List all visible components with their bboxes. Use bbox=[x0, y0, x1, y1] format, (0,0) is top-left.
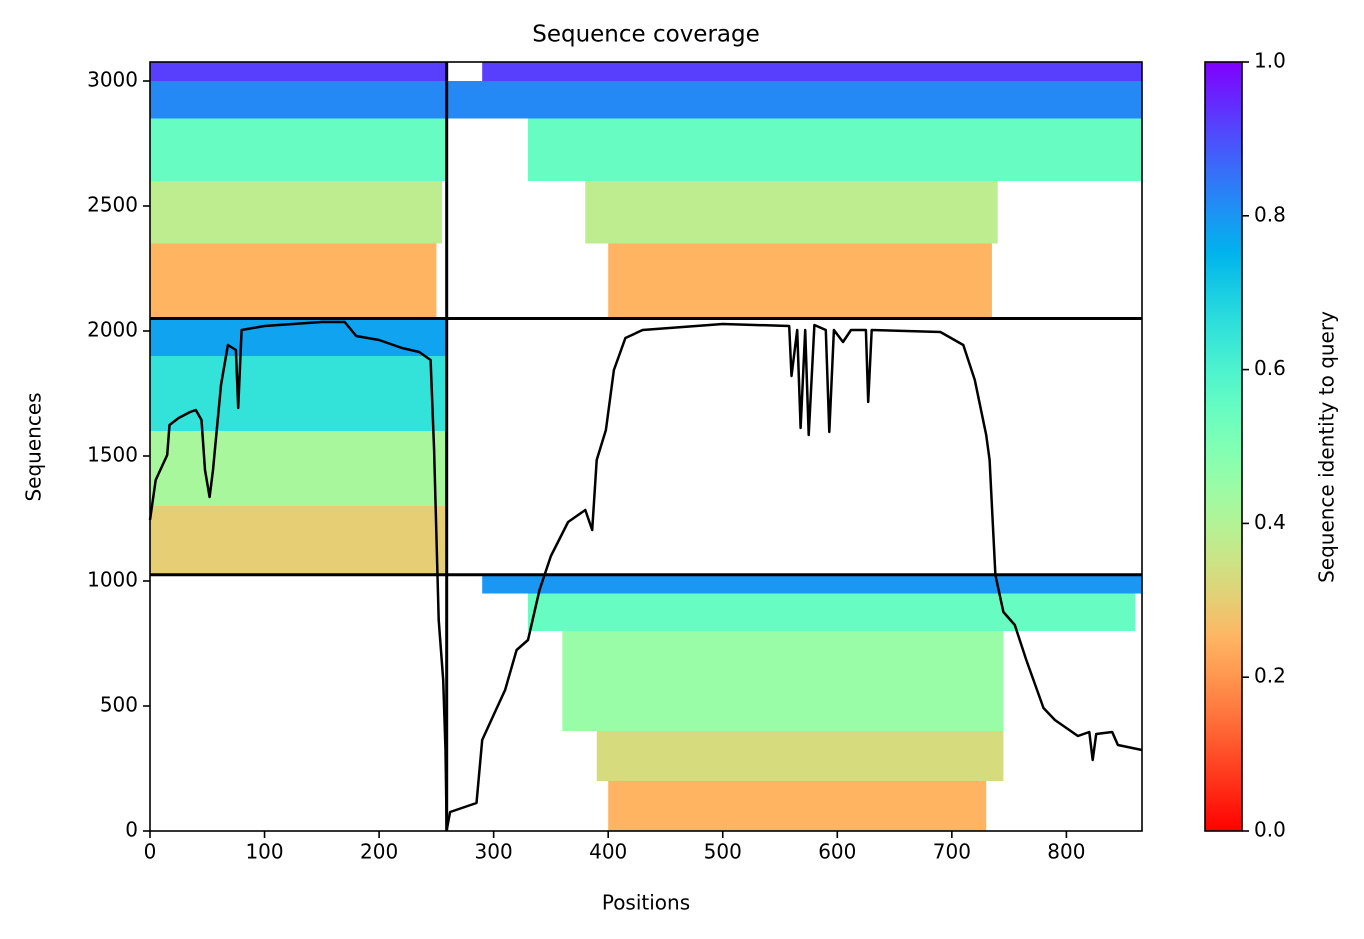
coverage-cell bbox=[562, 631, 1004, 731]
coverage-cell bbox=[608, 781, 987, 831]
coverage-cell bbox=[150, 62, 447, 81]
y-tick-label: 2000 bbox=[87, 318, 138, 342]
coverage-cell bbox=[150, 356, 447, 431]
colorbar-tick-label: 0.2 bbox=[1254, 664, 1286, 688]
colorbar-label: Sequence identity to query bbox=[1315, 311, 1339, 583]
y-tick-label: 1500 bbox=[87, 443, 138, 467]
coverage-cell bbox=[150, 181, 443, 244]
x-axis-label: Positions bbox=[602, 891, 690, 915]
colorbar-tick-label: 1.0 bbox=[1254, 49, 1286, 73]
coverage-cell bbox=[150, 81, 447, 119]
y-tick-label: 500 bbox=[100, 693, 138, 717]
colorbar-tick-label: 0.4 bbox=[1254, 510, 1286, 534]
y-tick-label: 0 bbox=[125, 818, 138, 842]
coverage-cell bbox=[528, 118, 1142, 181]
x-tick-label: 500 bbox=[704, 840, 742, 864]
colorbar bbox=[1204, 61, 1243, 832]
colorbar-tick-label: 0.8 bbox=[1254, 202, 1286, 226]
x-tick-label: 0 bbox=[144, 840, 157, 864]
coverage-cell bbox=[150, 506, 447, 575]
y-tick-label: 2500 bbox=[87, 193, 138, 217]
coverage-cell bbox=[150, 431, 447, 506]
colorbar-tick-label: 0.0 bbox=[1254, 818, 1286, 842]
coverage-cell bbox=[596, 731, 1004, 781]
y-axis-label: Sequences bbox=[22, 392, 46, 501]
x-tick-label: 300 bbox=[475, 840, 513, 864]
coverage-line bbox=[148, 320, 1143, 832]
coverage-cell bbox=[150, 118, 447, 181]
coverage-cell bbox=[585, 181, 998, 244]
x-tick-label: 100 bbox=[245, 840, 283, 864]
colorbar-tick-label: 0.6 bbox=[1254, 356, 1286, 380]
coverage-cell bbox=[150, 243, 437, 319]
x-tick-label: 600 bbox=[818, 840, 856, 864]
x-tick-label: 800 bbox=[1047, 840, 1085, 864]
x-tick-label: 200 bbox=[360, 840, 398, 864]
chart-title: Sequence coverage bbox=[532, 22, 760, 48]
y-tick-label: 3000 bbox=[87, 68, 138, 92]
y-tick-label: 1000 bbox=[87, 568, 138, 592]
x-tick-label: 700 bbox=[933, 840, 971, 864]
coverage-cell bbox=[608, 243, 992, 319]
plot-frame bbox=[149, 61, 1143, 832]
coverage-cell bbox=[447, 81, 1142, 119]
x-tick-label: 400 bbox=[589, 840, 627, 864]
coverage-cell bbox=[482, 574, 1143, 594]
coverage-cell bbox=[482, 62, 1143, 81]
coverage-cell bbox=[528, 593, 1136, 631]
